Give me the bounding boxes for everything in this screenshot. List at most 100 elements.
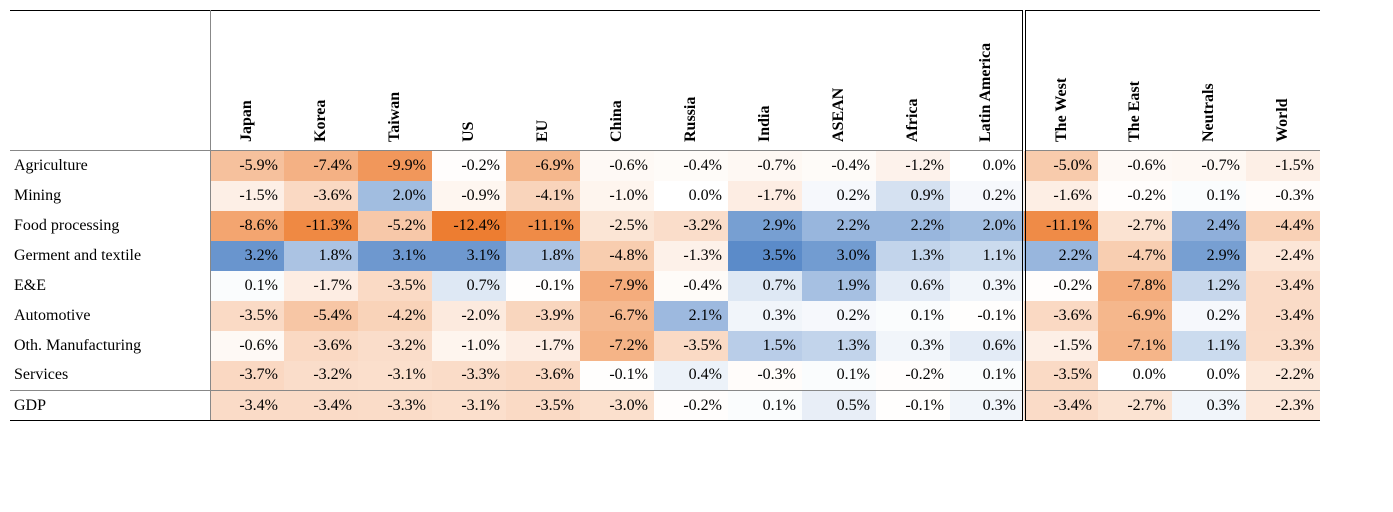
- row-label: Germent and textile: [10, 241, 210, 271]
- data-cell: -3.6%: [1024, 301, 1098, 331]
- header-row: JapanKoreaTaiwanUSEUChinaRussiaIndiaASEA…: [10, 11, 1320, 151]
- data-cell: 3.2%: [210, 241, 284, 271]
- col-header: ASEAN: [802, 11, 876, 151]
- data-cell: -7.9%: [580, 271, 654, 301]
- data-cell: -3.3%: [432, 361, 506, 391]
- data-cell: -1.2%: [876, 151, 950, 181]
- table-row: Agriculture-5.9%-7.4%-9.9%-0.2%-6.9%-0.6…: [10, 151, 1320, 181]
- data-cell: -11.1%: [506, 211, 580, 241]
- data-cell: -4.1%: [506, 181, 580, 211]
- row-label: Services: [10, 361, 210, 391]
- data-cell: -4.4%: [1246, 211, 1320, 241]
- data-cell: -3.4%: [1024, 391, 1098, 421]
- data-cell: 0.1%: [802, 361, 876, 391]
- data-cell: 1.8%: [284, 241, 358, 271]
- data-cell: 1.5%: [728, 331, 802, 361]
- data-cell: 1.2%: [1172, 271, 1246, 301]
- table-row: Food processing-8.6%-11.3%-5.2%-12.4%-11…: [10, 211, 1320, 241]
- data-cell: 0.3%: [1172, 391, 1246, 421]
- col-header-label: Korea: [311, 122, 331, 142]
- data-cell: -2.5%: [580, 211, 654, 241]
- data-cell: -1.7%: [728, 181, 802, 211]
- data-cell: -0.3%: [728, 361, 802, 391]
- data-cell: -3.2%: [284, 361, 358, 391]
- table-row: Automotive-3.5%-5.4%-4.2%-2.0%-3.9%-6.7%…: [10, 301, 1320, 331]
- data-cell: 1.3%: [876, 241, 950, 271]
- data-cell: -0.3%: [1246, 181, 1320, 211]
- col-header: Neutrals: [1172, 11, 1246, 151]
- data-cell: -3.5%: [358, 271, 432, 301]
- data-cell: 0.4%: [654, 361, 728, 391]
- data-cell: -6.7%: [580, 301, 654, 331]
- data-cell: 1.3%: [802, 331, 876, 361]
- data-cell: 0.0%: [950, 151, 1024, 181]
- data-cell: -0.2%: [876, 361, 950, 391]
- data-cell: -1.0%: [432, 331, 506, 361]
- data-cell: -0.2%: [1024, 271, 1098, 301]
- data-cell: -7.4%: [284, 151, 358, 181]
- table-row: Germent and textile3.2%1.8%3.1%3.1%1.8%-…: [10, 241, 1320, 271]
- data-cell: 1.1%: [1172, 331, 1246, 361]
- col-header: Korea: [284, 11, 358, 151]
- data-cell: -3.2%: [358, 331, 432, 361]
- data-cell: -7.8%: [1098, 271, 1172, 301]
- data-cell: 0.1%: [210, 271, 284, 301]
- data-cell: 0.1%: [950, 361, 1024, 391]
- col-header: The East: [1098, 11, 1172, 151]
- data-cell: 3.0%: [802, 241, 876, 271]
- data-cell: -0.1%: [950, 301, 1024, 331]
- col-header: Taiwan: [358, 11, 432, 151]
- data-cell: -3.6%: [284, 181, 358, 211]
- data-cell: 0.9%: [876, 181, 950, 211]
- table-row: E&E0.1%-1.7%-3.5%0.7%-0.1%-7.9%-0.4%0.7%…: [10, 271, 1320, 301]
- col-header: US: [432, 11, 506, 151]
- data-cell: -2.7%: [1098, 391, 1172, 421]
- data-cell: -3.5%: [654, 331, 728, 361]
- row-label: Mining: [10, 181, 210, 211]
- col-header-label: Japan: [237, 122, 257, 142]
- col-header-label: The West: [1052, 122, 1072, 142]
- col-header: Latin America: [950, 11, 1024, 151]
- data-cell: -11.3%: [284, 211, 358, 241]
- data-cell: 2.1%: [654, 301, 728, 331]
- data-cell: 0.2%: [802, 181, 876, 211]
- col-header-label: Africa: [903, 122, 923, 142]
- col-header-label: World: [1273, 122, 1293, 142]
- data-cell: 3.5%: [728, 241, 802, 271]
- data-cell: -1.6%: [1024, 181, 1098, 211]
- data-cell: 2.0%: [950, 211, 1024, 241]
- data-cell: -3.4%: [1246, 301, 1320, 331]
- data-cell: -3.1%: [432, 391, 506, 421]
- data-cell: 0.0%: [1172, 361, 1246, 391]
- data-cell: 2.4%: [1172, 211, 1246, 241]
- data-cell: -6.9%: [506, 151, 580, 181]
- col-header: World: [1246, 11, 1320, 151]
- data-cell: -3.6%: [506, 361, 580, 391]
- data-cell: -3.7%: [210, 361, 284, 391]
- data-cell: -9.9%: [358, 151, 432, 181]
- data-cell: -4.2%: [358, 301, 432, 331]
- data-cell: -2.3%: [1246, 391, 1320, 421]
- data-cell: -0.4%: [654, 151, 728, 181]
- table-row: Services-3.7%-3.2%-3.1%-3.3%-3.6%-0.1%0.…: [10, 361, 1320, 391]
- col-header-label: EU: [533, 122, 553, 142]
- data-cell: -4.7%: [1098, 241, 1172, 271]
- data-cell: -3.3%: [1246, 331, 1320, 361]
- data-cell: -3.9%: [506, 301, 580, 331]
- data-cell: -3.2%: [654, 211, 728, 241]
- data-cell: -0.6%: [1098, 151, 1172, 181]
- data-cell: -2.7%: [1098, 211, 1172, 241]
- data-cell: 0.7%: [432, 271, 506, 301]
- row-label: Oth. Manufacturing: [10, 331, 210, 361]
- table-row: Mining-1.5%-3.6%2.0%-0.9%-4.1%-1.0%0.0%-…: [10, 181, 1320, 211]
- data-cell: -0.1%: [876, 391, 950, 421]
- data-cell: 0.5%: [802, 391, 876, 421]
- data-cell: -1.5%: [210, 181, 284, 211]
- data-cell: 0.6%: [876, 271, 950, 301]
- data-cell: -5.4%: [284, 301, 358, 331]
- col-header-label: Neutrals: [1199, 122, 1219, 142]
- corner-cell: [10, 11, 210, 151]
- data-cell: 0.1%: [876, 301, 950, 331]
- col-header-label: China: [607, 122, 627, 142]
- data-cell: 1.8%: [506, 241, 580, 271]
